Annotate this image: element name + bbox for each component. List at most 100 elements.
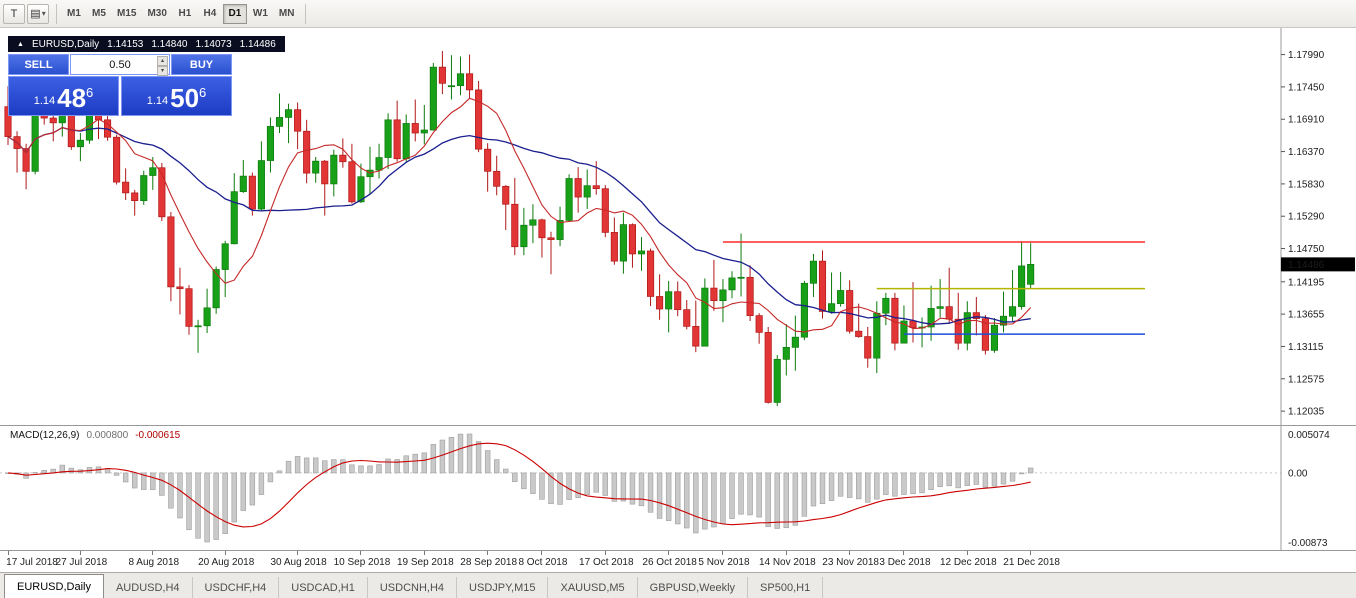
tab-audusd-h4[interactable]: AUDUSD,H4: [104, 577, 193, 598]
collapse-panel-icon[interactable]: ▲: [17, 40, 24, 48]
date-tick: [79, 551, 81, 555]
macd-axis[interactable]: 0.005074 0.00 -0.00873: [1280, 426, 1330, 550]
toolbar-separator: [56, 3, 57, 24]
date-label: 21 Dec 2018: [1003, 557, 1060, 568]
date-tick: [849, 551, 851, 555]
dropdown-arrow-icon: ▾: [41, 9, 46, 18]
timeframe-m15[interactable]: M15: [117, 8, 137, 19]
objects-button[interactable]: ▤ ▾: [27, 3, 49, 24]
date-tick: [903, 551, 905, 555]
macd-panel[interactable]: 0.005074 0.00 -0.00873 MACD(12,26,9) 0.000…: [0, 425, 1356, 551]
sell-price-sup: 6: [86, 85, 94, 100]
svg-text:1.13655: 1.13655: [1288, 310, 1325, 321]
timeframe-w1[interactable]: W1: [252, 8, 268, 19]
macd-main-value: 0.000800: [86, 430, 129, 441]
ohlc-low: 1.14073: [195, 38, 232, 50]
ohlc-close: 1.14486: [239, 38, 276, 50]
date-label: 26 Oct 2018: [642, 557, 697, 568]
svg-text:1.17990: 1.17990: [1288, 50, 1325, 61]
one-click-trade-panel: SELL 0.50 ▴ ▾ BUY 1.14 48 6 1.14: [8, 54, 232, 116]
timeframe-m30[interactable]: M30: [147, 8, 167, 19]
toolbar: T ▤ ▾ M1 M5 M15 M30 H1 H4 D1 W1 MN: [0, 0, 1356, 28]
toolbar-separator: [305, 3, 307, 24]
horizontal-lines[interactable]: [722, 241, 1145, 335]
ma-slow-line: [7, 126, 1031, 325]
macd-histogram: [5, 433, 1034, 543]
date-label: 30 Aug 2018: [270, 557, 327, 568]
tab-sp500-h1[interactable]: SP500,H1: [748, 577, 824, 598]
macd-label: MACD(12,26,9) 0.000800 -0.000615: [10, 430, 180, 441]
buy-button[interactable]: BUY: [171, 54, 232, 75]
price-chart-panel[interactable]: 1.17990 1.17450 1.16910 1.16370 1.15830 1.152…: [0, 28, 1356, 425]
date-label: 12 Dec 2018: [939, 557, 997, 568]
tab-usdjpy-m15[interactable]: USDJPY,M15: [457, 577, 549, 598]
date-tick: [297, 551, 299, 555]
chart-ohlc-header: ▲ EURUSD,Daily 1.14153 1.14840 1.14073 1…: [8, 36, 285, 52]
date-label: 27 Jul 2018: [55, 557, 108, 568]
date-tick: [966, 551, 968, 555]
timeframe-d1[interactable]: D1: [222, 3, 247, 24]
date-label: 8 Oct 2018: [518, 557, 568, 568]
svg-text:1.15290: 1.15290: [1288, 212, 1325, 223]
volume-down-button[interactable]: ▾: [157, 66, 168, 76]
volume-up-button[interactable]: ▴: [157, 56, 168, 66]
date-tick: [1030, 551, 1032, 555]
tab-eurusd-daily[interactable]: EURUSD,Daily: [4, 574, 104, 598]
templates-button[interactable]: T: [3, 3, 25, 24]
date-tick: [487, 551, 489, 555]
tab-usdchf-h4[interactable]: USDCHF,H4: [193, 577, 280, 598]
time-axis[interactable]: 17 Jul 2018 27 Jul 2018 8 Aug 2018 20 Aug 2…: [0, 551, 1356, 572]
timeframe-h4[interactable]: H4: [203, 8, 217, 19]
macd-signal-line: [7, 442, 1031, 528]
buy-price-button[interactable]: 1.14 50 6: [121, 76, 232, 116]
tab-usdcnh-h4[interactable]: USDCNH,H4: [368, 577, 458, 598]
sell-price-digits: 48: [57, 83, 87, 113]
svg-text:1.14486: 1.14486: [1288, 260, 1325, 271]
date-label: 17 Jul 2018: [6, 557, 58, 568]
date-label: 3 Dec 2018: [879, 557, 931, 568]
timeframe-h1[interactable]: H1: [178, 8, 192, 19]
tab-gbpusd-weekly[interactable]: GBPUSD,Weekly: [638, 577, 749, 598]
tab-usdcad-h1[interactable]: USDCAD,H1: [279, 577, 368, 598]
timeframe-group: M1 M5 M15 M30 H1 H4 D1 W1 MN: [62, 3, 300, 24]
macd-canvas[interactable]: 0.005074 0.00 -0.00873: [0, 426, 1356, 550]
buy-price-prefix: 1.14: [146, 95, 169, 107]
current-price-badge: 1.14486: [1281, 257, 1355, 272]
date-label: 17 Oct 2018: [579, 557, 634, 568]
svg-text:1.12575: 1.12575: [1288, 374, 1325, 385]
svg-text:1.16910: 1.16910: [1288, 115, 1325, 126]
price-axis[interactable]: 1.17990 1.17450 1.16910 1.16370 1.15830 1.152…: [1280, 28, 1325, 425]
date-label: 5 Nov 2018: [698, 557, 750, 568]
sell-price-button[interactable]: 1.14 48 6: [8, 76, 119, 116]
date-label: 28 Sep 2018: [460, 557, 517, 568]
timeframe-mn[interactable]: MN: [278, 8, 295, 19]
templates-icon: T: [10, 7, 18, 20]
date-label: 23 Nov 2018: [822, 557, 879, 568]
date-tick: [423, 551, 425, 555]
date-label: 8 Aug 2018: [128, 557, 180, 568]
timeframe-m5[interactable]: M5: [92, 8, 106, 19]
svg-text:-0.00873: -0.00873: [1288, 538, 1328, 549]
svg-text:0.005074: 0.005074: [1288, 430, 1330, 441]
date-tick: [668, 551, 670, 555]
date-label: 19 Sep 2018: [396, 557, 454, 568]
ma-fast-line: [7, 97, 1032, 333]
svg-text:1.14195: 1.14195: [1288, 277, 1325, 288]
volume-field[interactable]: 0.50 ▴ ▾: [70, 54, 170, 76]
svg-text:0.00: 0.00: [1288, 468, 1308, 479]
sell-button[interactable]: SELL: [8, 54, 69, 75]
date-tick: [541, 551, 543, 555]
date-tick: [224, 551, 226, 555]
svg-text:1.16370: 1.16370: [1288, 147, 1325, 158]
macd-signal-value: -0.000615: [135, 430, 181, 441]
price-chart-canvas[interactable]: 1.17990 1.17450 1.16910 1.16370 1.15830 1.152…: [0, 28, 1356, 425]
date-tick: [604, 551, 606, 555]
svg-text:1.12035: 1.12035: [1288, 407, 1325, 418]
timeframe-m1[interactable]: M1: [67, 8, 81, 19]
volume-value: 0.50: [109, 58, 131, 71]
volume-spinner: ▴ ▾: [157, 56, 168, 76]
chart-tab-bar: EURUSD,Daily AUDUSD,H4 USDCHF,H4 USDCAD,H1 U…: [0, 572, 1356, 598]
chart-symbol-label: EURUSD,Daily: [31, 38, 100, 50]
tab-xauusd-m5[interactable]: XAUUSD,M5: [548, 577, 638, 598]
